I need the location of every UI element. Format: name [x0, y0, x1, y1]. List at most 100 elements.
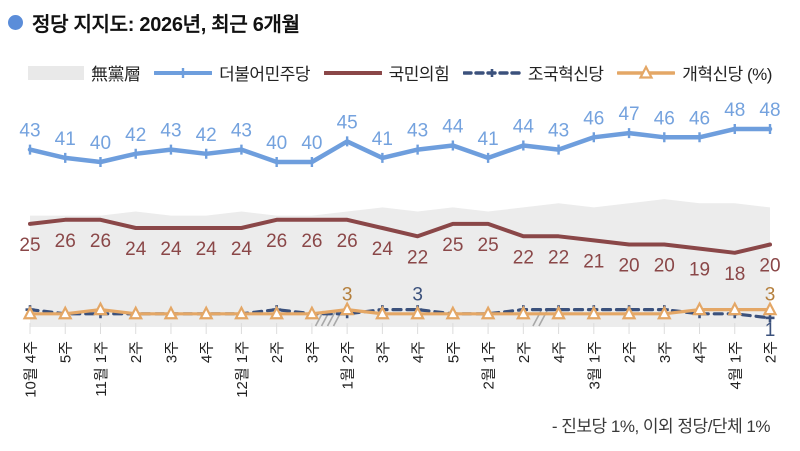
point-marker-triangle: [339, 301, 355, 316]
point-marker-triangle: [586, 305, 602, 320]
x-axis-label: 3주: [163, 341, 180, 363]
value-label-people-power-party: 25: [19, 235, 40, 256]
value-label-democratic-party: 43: [231, 121, 252, 142]
point-marker-triangle: [727, 301, 743, 316]
value-label-democratic-party: 43: [160, 121, 181, 142]
x-axis-label: 2주: [128, 341, 145, 363]
series-line-people-power-party: [28, 217, 772, 255]
point-marker-triangle: [656, 305, 672, 320]
value-label-democratic-party: 48: [759, 100, 780, 121]
point-marker-triangle: [551, 305, 566, 320]
chart-legend: 無黨層 더불어민주당 국민의힘 조국혁신당: [28, 60, 772, 85]
value-label-democratic-party: 40: [301, 133, 322, 154]
x-axis-label: 2주: [516, 341, 533, 363]
footnote: - 진보당 1%, 이외 정당/단체 1%: [551, 417, 771, 436]
value-label-people-power-party: 25: [478, 235, 499, 256]
value-label-reform-party: 3: [342, 285, 353, 306]
axis-break-icon: [326, 310, 337, 327]
people-power-party-swatch-icon: [323, 70, 382, 75]
point-marker-triangle: [516, 305, 531, 320]
value-label-democratic-party: 46: [654, 108, 675, 129]
x-axis-label: 1월 2주: [340, 341, 357, 389]
rebuilding-korea-party-swatch-icon: [462, 68, 521, 77]
value-label-people-power-party: 18: [724, 264, 745, 285]
x-axis-label: 3주: [657, 341, 674, 363]
area-independents: [30, 199, 770, 327]
legend-label-people-power-party: 국민의힘: [388, 65, 450, 84]
value-label-democratic-party: 46: [583, 108, 604, 129]
value-label-democratic-party: 48: [724, 100, 745, 121]
x-axis-label: 3월 1주: [586, 341, 603, 389]
value-label-people-power-party: 20: [759, 256, 780, 277]
value-label-reform-party: 3: [765, 285, 776, 306]
independents-swatch-icon: [28, 65, 84, 80]
value-label-democratic-party: 45: [337, 112, 358, 133]
legend-label-rebuilding-korea-party: 조국혁신당: [527, 65, 604, 84]
x-axis-label: 3주: [304, 341, 321, 363]
value-label-democratic-party: 46: [689, 108, 710, 129]
value-label-people-power-party: 26: [90, 231, 111, 252]
value-label-rebuilding-korea-party: 1: [765, 320, 776, 341]
page-title: 정당 지지도: 2026년, 최근 6개월: [32, 14, 300, 36]
value-label-people-power-party: 26: [55, 231, 76, 252]
value-label-people-power-party: 22: [548, 247, 569, 268]
value-label-rebuilding-korea-party: 3: [412, 285, 423, 306]
point-marker-triangle: [375, 305, 390, 320]
bullet-icon: [8, 15, 23, 30]
x-axis-label: 10월 4주: [23, 341, 40, 398]
point-marker-triangle: [762, 301, 778, 316]
point-marker-triangle: [128, 305, 144, 320]
point-marker-triangle: [410, 305, 425, 320]
x-axis-label: 2월 1주: [481, 341, 498, 389]
point-marker-triangle: [692, 301, 707, 316]
legend-label-independents: 無黨層: [91, 65, 141, 84]
x-axis-label: 4월 1주: [727, 341, 744, 389]
point-marker-triangle: [269, 305, 284, 320]
legend-label-reform-party: 개혁신당 (%): [682, 65, 772, 84]
value-label-people-power-party: 22: [513, 247, 534, 268]
point-marker-triangle: [445, 305, 461, 320]
value-label-democratic-party: 43: [548, 121, 569, 142]
x-axis-label: 5주: [445, 341, 462, 363]
value-label-people-power-party: 24: [160, 239, 182, 260]
legend-item-people-power-party: 국민의힘: [323, 60, 450, 85]
value-label-democratic-party: 41: [55, 129, 76, 150]
point-marker-triangle: [621, 305, 637, 320]
value-label-democratic-party: 41: [372, 129, 393, 150]
value-label-people-power-party: 20: [654, 256, 675, 277]
reform-party-swatch-icon: [617, 64, 676, 79]
value-label-people-power-party: 24: [372, 239, 394, 260]
series-line-rebuilding-korea-party: [28, 308, 772, 320]
x-axis-label: 11월 1주: [93, 341, 110, 397]
x-axis-label: 2주: [763, 341, 780, 363]
point-marker-triangle: [163, 305, 179, 320]
series-line-democratic-party: [27, 126, 773, 165]
value-label-democratic-party: 44: [442, 117, 464, 138]
x-axis-label: 4주: [551, 341, 568, 363]
x-axis-label: 2주: [622, 341, 639, 363]
point-marker-triangle: [304, 305, 320, 320]
value-label-democratic-party: 41: [478, 129, 499, 150]
value-label-democratic-party: 42: [125, 125, 146, 146]
point-marker-triangle: [234, 305, 249, 320]
legend-item-reform-party: 개혁신당 (%): [617, 60, 772, 85]
legend-label-democratic-party: 더불어민주당: [219, 65, 310, 84]
democratic-party-swatch-icon: [154, 67, 213, 78]
point-marker-triangle: [22, 305, 38, 320]
point-marker-triangle: [198, 305, 214, 320]
point-marker-triangle: [480, 305, 496, 320]
value-label-people-power-party: 24: [196, 239, 218, 260]
x-axis-label: 4주: [199, 341, 216, 363]
value-label-people-power-party: 21: [583, 251, 604, 272]
series-line-reform-party: [28, 308, 772, 316]
x-axis-label: 4주: [410, 341, 427, 363]
x-axis-label: 12월 1주: [234, 341, 251, 398]
legend-item-democratic-party: 더불어민주당: [154, 60, 310, 85]
value-label-democratic-party: 43: [19, 121, 40, 142]
point-marker-triangle: [93, 301, 108, 316]
value-label-democratic-party: 42: [196, 125, 217, 146]
chart-header: 정당 지지도: 2026년, 최근 6개월: [8, 8, 300, 37]
x-axis-label: 4주: [692, 341, 709, 363]
